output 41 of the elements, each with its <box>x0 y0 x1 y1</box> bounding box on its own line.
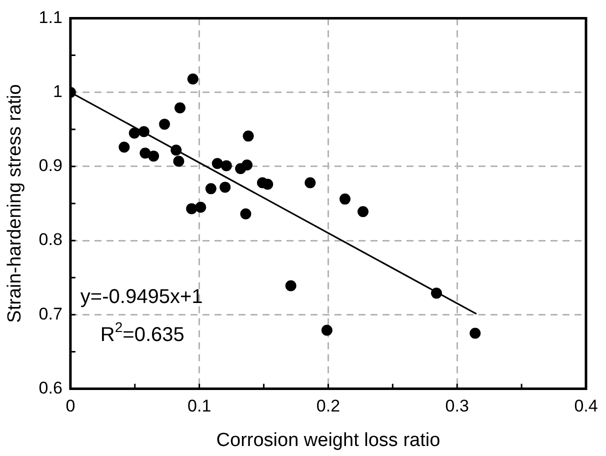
annotation: y=-0.9495x+1 <box>80 286 203 308</box>
y-tick-label: 0.8 <box>38 230 62 250</box>
point <box>186 203 198 214</box>
point <box>240 208 252 220</box>
x-tick-label: 0 <box>66 396 76 416</box>
point <box>148 150 160 162</box>
point <box>205 183 216 194</box>
point <box>339 194 350 205</box>
x-tick-label: 0.4 <box>574 396 598 416</box>
point <box>212 158 223 169</box>
point <box>262 178 274 190</box>
point <box>118 142 130 153</box>
y-tick-label: 0.9 <box>38 156 62 176</box>
point <box>128 128 140 139</box>
x-tick-label: 0.2 <box>316 396 340 416</box>
x-tick-label: 0.3 <box>445 396 469 416</box>
point <box>470 328 481 339</box>
y-tick-label: 0.6 <box>38 378 62 398</box>
point <box>321 324 332 336</box>
point <box>159 118 170 130</box>
x-axis-title: Corrosion weight loss ratio <box>216 430 440 451</box>
y-tick-label: 0.7 <box>38 304 62 324</box>
point <box>138 126 150 138</box>
point <box>170 144 182 156</box>
point <box>358 206 369 218</box>
x-tick-label: 0.1 <box>188 396 212 416</box>
point <box>242 159 253 170</box>
y-tick-label: 1 <box>52 82 62 102</box>
point <box>173 156 184 167</box>
point <box>187 73 198 84</box>
point <box>174 102 186 114</box>
point <box>304 177 316 188</box>
point <box>220 182 231 193</box>
point <box>242 130 254 142</box>
y-axis-title: Strain-hardening stress ratio <box>4 84 26 323</box>
point <box>285 280 296 292</box>
point <box>195 202 206 213</box>
point <box>430 288 442 299</box>
point <box>140 148 151 159</box>
point <box>220 160 232 172</box>
y-tick-label: 1.1 <box>38 8 62 27</box>
